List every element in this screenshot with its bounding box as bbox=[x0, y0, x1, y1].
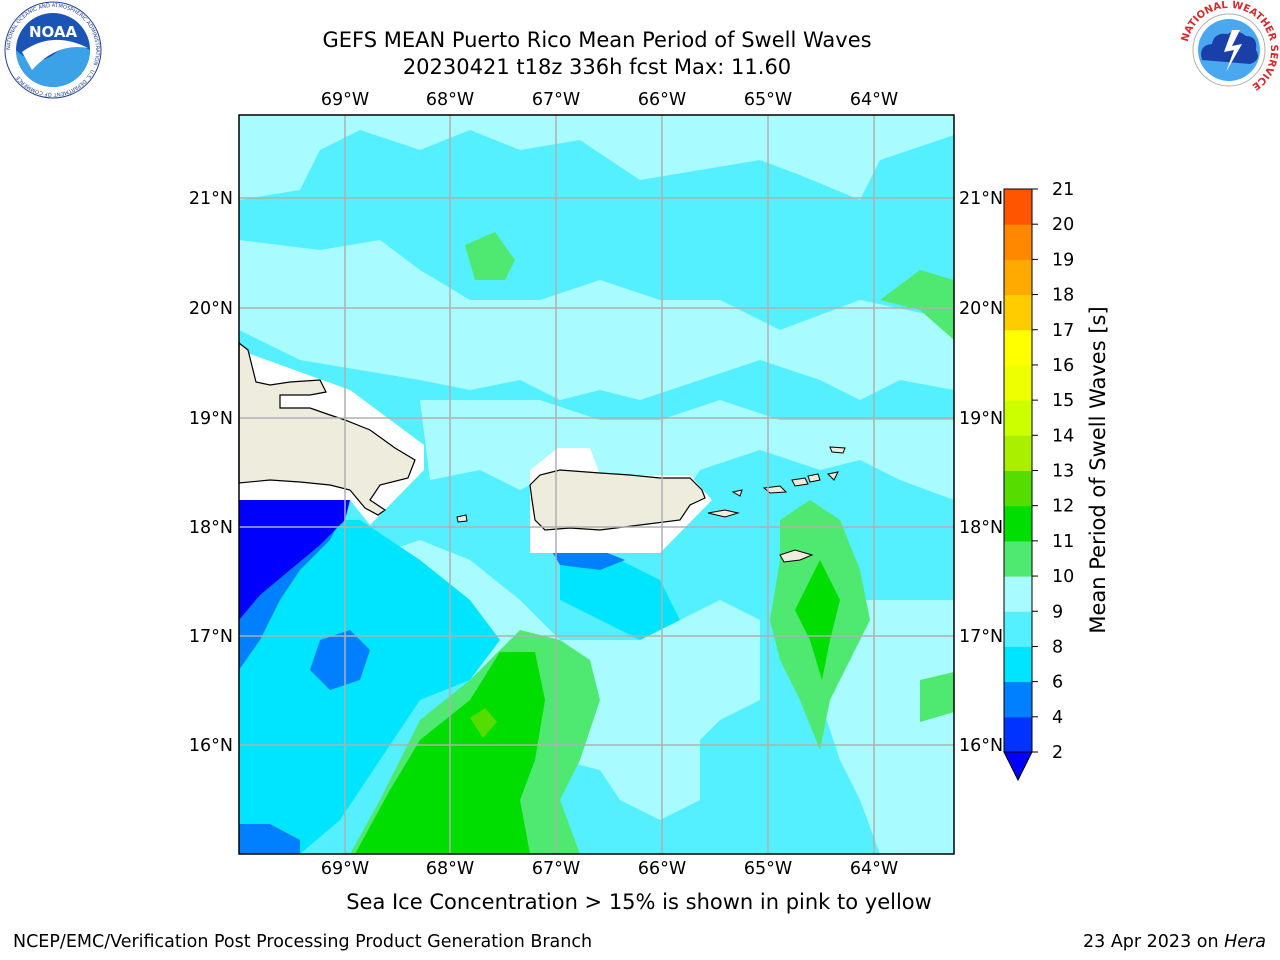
lon-label: 68°W bbox=[426, 859, 474, 879]
lat-label: 18°N bbox=[959, 518, 1003, 538]
colorbar-tick-label: 17 bbox=[1052, 321, 1074, 341]
sea-ice-note: Sea Ice Concentration > 15% is shown in … bbox=[346, 890, 932, 914]
lon-label: 67°W bbox=[532, 859, 580, 879]
colorbar-tick-label: 10 bbox=[1052, 567, 1074, 587]
lon-label: 65°W bbox=[744, 90, 792, 110]
lat-label: 20°N bbox=[959, 299, 1003, 319]
lon-label: 64°W bbox=[850, 859, 898, 879]
contour-4-6 bbox=[239, 520, 500, 854]
colorbar-tick-label: 20 bbox=[1052, 215, 1074, 235]
graticule bbox=[239, 115, 954, 854]
lon-label: 64°W bbox=[850, 90, 898, 110]
colorbar-tick-label: 15 bbox=[1052, 391, 1074, 411]
colorbar-extend-below bbox=[1003, 751, 1033, 782]
lon-labels-top: 69°W 68°W 67°W 66°W 65°W 64°W bbox=[321, 90, 898, 110]
colorbar-tick-label: 19 bbox=[1052, 250, 1074, 270]
colorbar-segment bbox=[1004, 224, 1032, 260]
footer-date-text: 23 Apr 2023 on bbox=[1083, 932, 1225, 952]
colorbar-tick-label: 21 bbox=[1052, 180, 1074, 200]
colorbar-tick-label: 12 bbox=[1052, 497, 1074, 517]
colorbar-segment bbox=[1004, 646, 1032, 683]
colorbar-label: Mean Period of Swell Waves [s] bbox=[1086, 306, 1110, 633]
nws-logo: NATIONAL WEATHER SERVICE bbox=[1180, 0, 1279, 99]
lon-label: 66°W bbox=[638, 90, 686, 110]
colorbar-segment bbox=[1004, 470, 1032, 507]
landmass-group bbox=[238, 341, 846, 563]
colorbar-segment bbox=[1004, 576, 1032, 612]
map-frame bbox=[238, 114, 955, 855]
colorbar-segment bbox=[1004, 329, 1032, 366]
colorbar-segment bbox=[1004, 681, 1032, 718]
colorbar-segment bbox=[1004, 716, 1032, 753]
colorbar-tick-label: 9 bbox=[1052, 602, 1063, 622]
lon-label: 66°W bbox=[638, 859, 686, 879]
contour-below-2 bbox=[239, 500, 350, 620]
colorbar-segment bbox=[1004, 364, 1032, 401]
lat-label: 17°N bbox=[189, 627, 233, 647]
colorbar-segment bbox=[1004, 189, 1032, 225]
lon-label: 65°W bbox=[744, 859, 792, 879]
colorbar-tick-label: 2 bbox=[1052, 743, 1063, 763]
colorbar-tick-label: 11 bbox=[1052, 532, 1074, 552]
contour-8-9 bbox=[239, 115, 954, 200]
lat-label: 19°N bbox=[189, 409, 233, 429]
colorbar-segment bbox=[1004, 540, 1032, 577]
lat-label: 21°N bbox=[959, 189, 1003, 209]
colorbar-segment bbox=[1004, 294, 1032, 331]
lat-label: 18°N bbox=[189, 518, 233, 538]
svg-text:NOAA: NOAA bbox=[29, 23, 78, 41]
colorbar-tick-label: 16 bbox=[1052, 356, 1074, 376]
chart-subtitle: 20230421 t18z 336h fcst Max: 11.60 bbox=[402, 55, 792, 79]
footer-host: Hera bbox=[1224, 932, 1266, 952]
lat-label: 21°N bbox=[189, 189, 233, 209]
colorbar-tick-label: 18 bbox=[1052, 286, 1074, 306]
noaa-logo: NOAA NATIONAL OCEANIC AND ATMOSPHERIC AD… bbox=[4, 1, 102, 99]
colorbar-tick-label: 6 bbox=[1052, 673, 1063, 693]
colorbar-segment bbox=[1004, 400, 1032, 436]
hispaniola-land bbox=[238, 341, 416, 516]
colorbar-tick-label: 8 bbox=[1052, 637, 1063, 657]
lat-labels-right: 21°N 20°N 19°N 18°N 17°N 16°N bbox=[959, 189, 1003, 756]
colorbar-tick-label: 13 bbox=[1052, 462, 1074, 482]
lat-label: 17°N bbox=[959, 627, 1003, 647]
footer-date: 23 Apr 2023 on Hera bbox=[1083, 932, 1266, 952]
lon-label: 69°W bbox=[321, 90, 369, 110]
lon-label: 69°W bbox=[321, 859, 369, 879]
colorbar-tick-label: 4 bbox=[1052, 708, 1063, 728]
colorbar-segment bbox=[1004, 611, 1032, 647]
lat-label: 16°N bbox=[189, 736, 233, 756]
colorbar-segment bbox=[1004, 259, 1032, 296]
lat-label: 19°N bbox=[959, 409, 1003, 429]
lon-label: 68°W bbox=[426, 90, 474, 110]
lat-label: 20°N bbox=[189, 299, 233, 319]
lon-label: 67°W bbox=[532, 90, 580, 110]
lat-label: 16°N bbox=[959, 736, 1003, 756]
lon-labels-bottom: 69°W 68°W 67°W 66°W 65°W 64°W bbox=[321, 859, 898, 879]
colorbar: 2 4 6 8 9 10 11 12 13 14 15 16 17 18 19 20 21 bbox=[1003, 180, 1074, 782]
chart-title: GEFS MEAN Puerto Rico Mean Period of Swe… bbox=[322, 28, 872, 52]
colorbar-segment bbox=[1004, 435, 1032, 471]
lat-labels-left: 21°N 20°N 19°N 18°N 17°N 16°N bbox=[189, 189, 233, 756]
colorbar-segment bbox=[1004, 505, 1032, 542]
footer-credit: NCEP/EMC/Verification Post Processing Pr… bbox=[13, 932, 593, 952]
colorbar-tick-label: 14 bbox=[1052, 426, 1074, 446]
